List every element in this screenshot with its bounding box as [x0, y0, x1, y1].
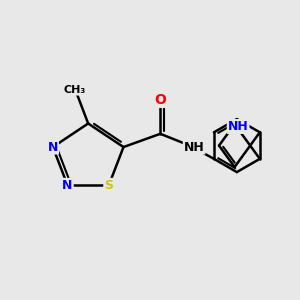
Text: O: O — [154, 93, 166, 107]
Text: S: S — [104, 179, 113, 192]
Text: N: N — [48, 141, 58, 154]
Text: N: N — [62, 179, 73, 192]
Text: NH: NH — [228, 120, 248, 133]
Text: NH: NH — [184, 141, 205, 154]
Text: CH₃: CH₃ — [64, 85, 86, 94]
